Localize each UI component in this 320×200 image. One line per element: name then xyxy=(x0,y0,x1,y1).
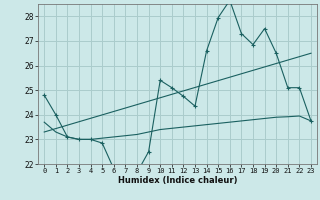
X-axis label: Humidex (Indice chaleur): Humidex (Indice chaleur) xyxy=(118,176,237,185)
